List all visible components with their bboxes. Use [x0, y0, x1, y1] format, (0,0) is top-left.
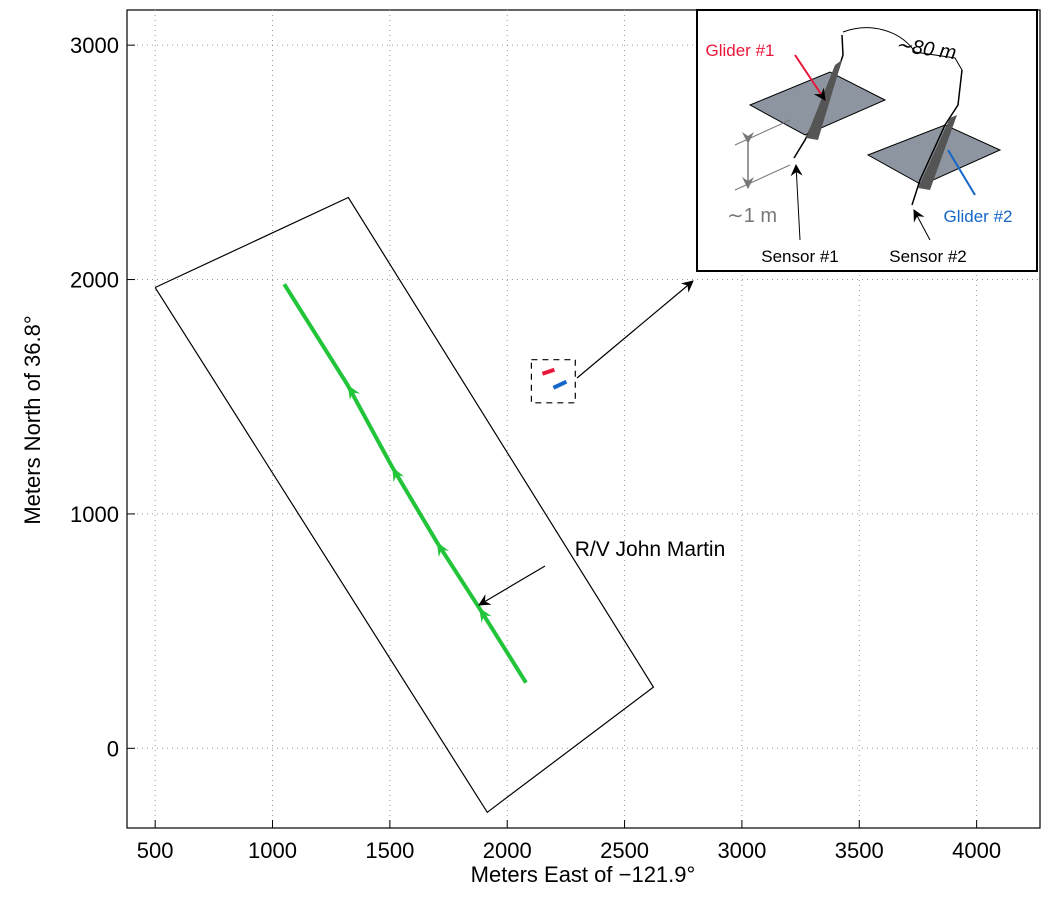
inset-label: Glider #1: [706, 41, 775, 60]
series-line: [552, 379, 568, 390]
x-tick-label: 2000: [483, 838, 532, 863]
sensor-2-arrow: [913, 209, 931, 241]
glider-1-arrow: [794, 54, 826, 101]
direction-arrow: [436, 542, 450, 558]
y-tick-label: 0: [107, 736, 119, 761]
plot-frame: [126, 9, 1041, 829]
direction-arrow: [392, 467, 405, 483]
direction-arrow: [479, 607, 492, 623]
inset: Glider #1 Glider #2 ∼80 m ∼1 m Sensor #1…: [696, 9, 1038, 272]
y-axis-label: Meters North of 36.8°: [20, 315, 45, 524]
annotation-arrow: [478, 565, 546, 606]
series-line: [530, 359, 576, 404]
tether: [911, 69, 963, 206]
glider-body: [918, 115, 957, 190]
annotation: R/V John Martin: [575, 538, 726, 561]
x-tick-label: 1000: [248, 838, 297, 863]
x-tick-label: 1500: [365, 838, 414, 863]
inset-arrow: [576, 280, 694, 379]
direction-arrow: [347, 385, 361, 401]
x-tick-label: 500: [137, 838, 174, 863]
inset-label: Sensor #2: [889, 247, 967, 266]
x-axis-label: Meters East of −121.9°: [471, 862, 696, 887]
x-tick-label: 3000: [717, 838, 766, 863]
y-tick-label: 1000: [70, 502, 119, 527]
inset-label: ∼1 m: [727, 205, 777, 227]
y-tick-label: 3000: [70, 33, 119, 58]
series-line: [282, 283, 528, 684]
series-line: [154, 196, 655, 814]
x-tick-label: 3500: [835, 838, 884, 863]
plate: [748, 71, 887, 136]
inset-label: Glider #2: [944, 207, 1013, 226]
y-tick-label: 2000: [70, 268, 119, 293]
spacing-line: [842, 27, 963, 71]
inset-label: Sensor #1: [761, 247, 839, 266]
x-tick-label: 2500: [600, 838, 649, 863]
depth-guide: [734, 119, 791, 146]
glider-2-arrow: [947, 149, 976, 196]
series-line: [541, 367, 556, 376]
sensor-1-arrow: [790, 164, 803, 241]
x-tick-label: 4000: [952, 838, 1001, 863]
depth-guide: [734, 164, 791, 191]
